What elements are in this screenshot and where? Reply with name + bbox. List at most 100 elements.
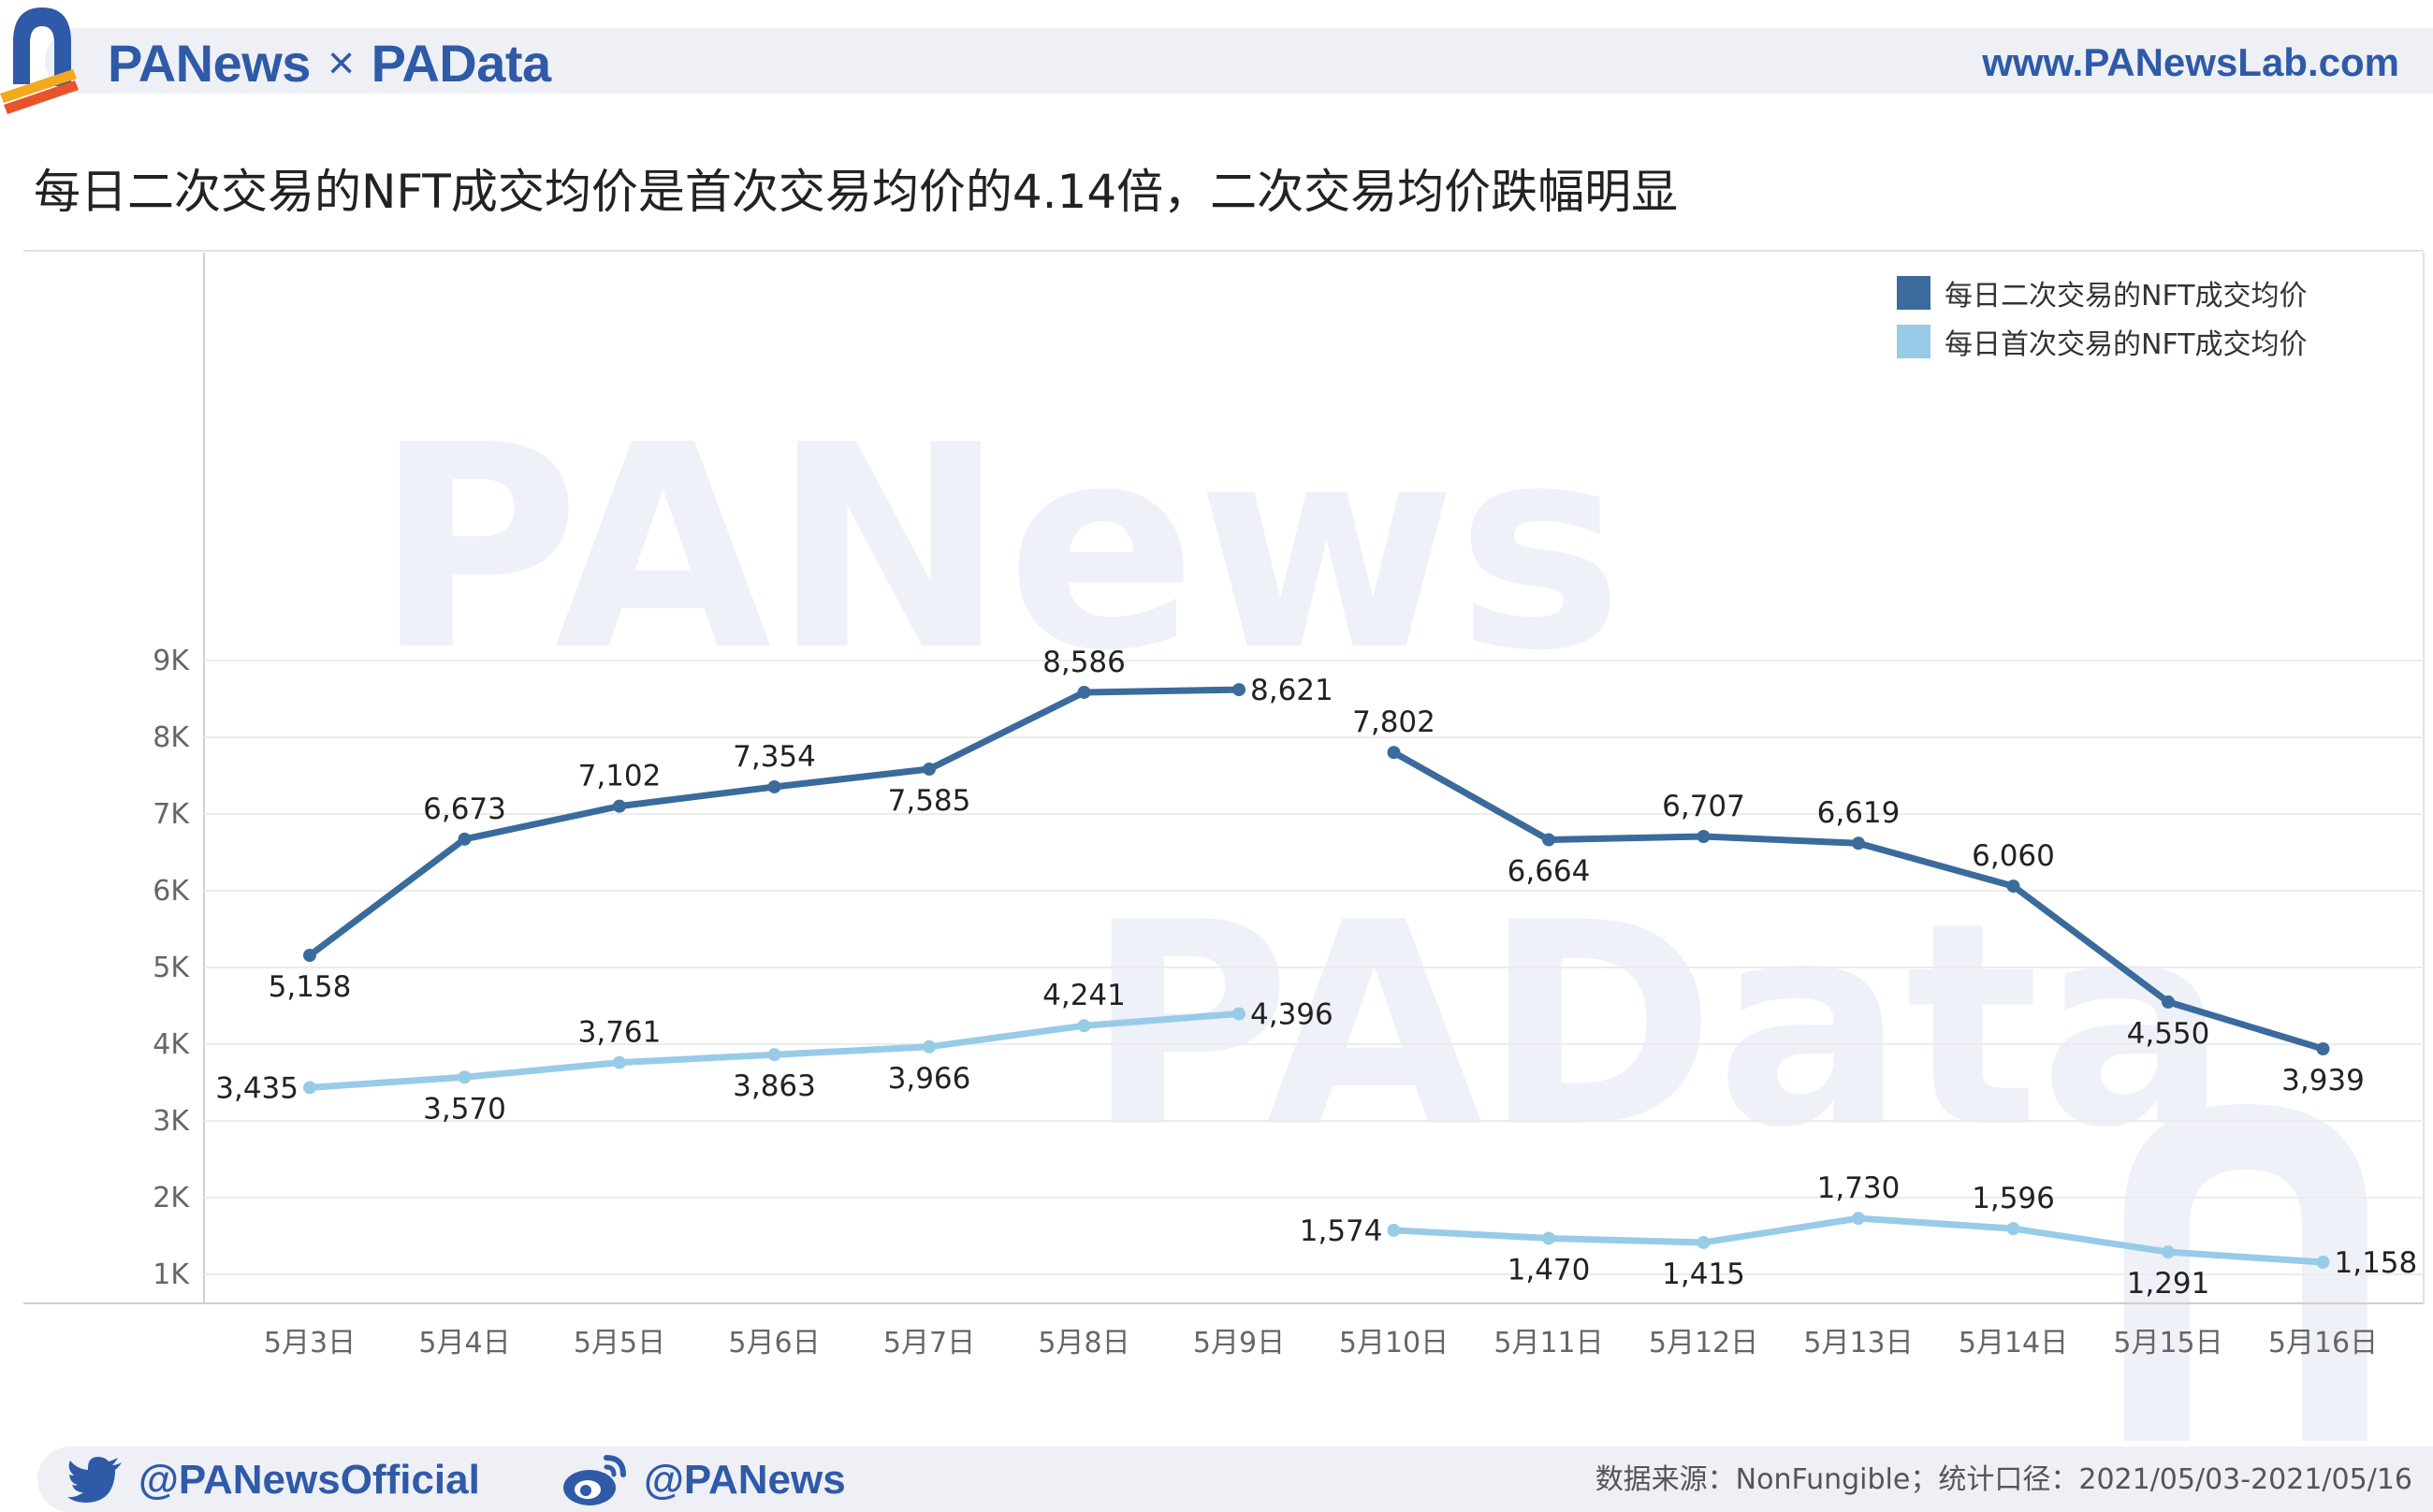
- brand-separator: ×: [327, 36, 355, 89]
- data-point: [1542, 1231, 1555, 1245]
- data-point: [458, 832, 472, 846]
- data-label: 4,241: [1042, 979, 1126, 1012]
- x-tick-label: 5月3日: [264, 1327, 356, 1359]
- y-tick-label: 7K: [153, 798, 190, 831]
- data-label: 3,966: [888, 1062, 971, 1096]
- x-tick-label: 5月10日: [1339, 1327, 1449, 1359]
- data-point: [767, 779, 781, 793]
- x-tick-label: 5月8日: [1038, 1327, 1129, 1359]
- x-tick-label: 5月4日: [418, 1327, 510, 1359]
- data-label: 1,158: [2335, 1246, 2418, 1280]
- y-tick-label: 5K: [153, 952, 190, 984]
- data-label: 3,761: [578, 1016, 662, 1050]
- panews-logo-icon: [0, 7, 79, 114]
- x-tick-label: 5月16日: [2268, 1327, 2378, 1359]
- y-tick-label: 3K: [153, 1105, 190, 1138]
- series-layer: [303, 683, 2330, 1270]
- data-point: [1232, 683, 1246, 697]
- data-point: [613, 799, 626, 813]
- data-label: 6,707: [1662, 790, 1745, 823]
- data-label: 7,102: [578, 760, 662, 793]
- data-label: 3,435: [215, 1071, 299, 1105]
- chart-title: 每日二次交易的NFT成交均价是首次交易均价的4.14倍，二次交易均价跌幅明显: [34, 165, 1679, 219]
- legend-swatch-primary: [1897, 325, 1930, 358]
- data-label: 7,354: [733, 740, 816, 774]
- data-point: [1697, 1235, 1711, 1249]
- data-point: [1697, 830, 1711, 844]
- data-label: 6,619: [1817, 796, 1901, 830]
- data-point: [2006, 1222, 2020, 1236]
- data-point: [923, 763, 936, 777]
- data-label: 4,396: [1250, 998, 1333, 1032]
- data-point: [923, 1040, 936, 1054]
- data-label: 4,550: [2127, 1017, 2210, 1051]
- data-label: 8,586: [1042, 646, 1126, 679]
- data-label: 6,060: [1972, 839, 2055, 873]
- x-tick-labels: 5月3日 5月4日 5月5日 5月6日 5月7日 5月8日 5月9日 5月10日 5月11日 5月…: [264, 1327, 2378, 1359]
- x-tick-label: 5月11日: [1493, 1327, 1603, 1359]
- data-point: [303, 949, 316, 963]
- twitter-icon: [67, 1457, 122, 1503]
- footer-bar: [37, 1447, 2433, 1512]
- data-label: 1,415: [1662, 1258, 1745, 1291]
- x-tick-label: 5月5日: [574, 1327, 665, 1359]
- data-point: [613, 1055, 626, 1069]
- legend-label-primary: 每日首次交易的NFT成交均价: [1945, 328, 2308, 361]
- x-tick-label: 5月9日: [1193, 1327, 1285, 1359]
- data-point: [2162, 995, 2175, 1009]
- data-labels: 3,435 3,570 3,761 3,863 3,966 4,241 4,396 1,574…: [215, 646, 2417, 1301]
- data-label: 7,585: [888, 784, 971, 818]
- site-url[interactable]: www.PANewsLab.com: [1982, 40, 2399, 84]
- watermark-panews: PANews: [374, 385, 1624, 712]
- data-point: [1077, 1019, 1091, 1033]
- y-tick-label: 2K: [153, 1182, 190, 1214]
- data-point: [2316, 1256, 2330, 1270]
- grid-layer: [204, 660, 2424, 1275]
- y-tick-label: 4K: [153, 1028, 190, 1061]
- data-point: [2316, 1042, 2330, 1056]
- x-tick-label: 5月7日: [883, 1327, 975, 1359]
- data-label: 7,802: [1352, 705, 1435, 739]
- data-point: [1542, 833, 1555, 847]
- data-point: [1077, 685, 1091, 699]
- data-label: 1,730: [1817, 1171, 1901, 1205]
- data-point: [458, 1070, 472, 1084]
- y-tick-label: 6K: [153, 875, 190, 908]
- data-point: [767, 1048, 781, 1062]
- data-label: 6,673: [423, 792, 506, 826]
- data-point: [1852, 836, 1865, 850]
- legend: 每日二次交易的NFT成交均价 每日首次交易的NFT成交均价: [1897, 276, 2308, 361]
- weibo-handle-text: @PANews: [644, 1457, 846, 1503]
- watermark-arch-icon: [2124, 1104, 2367, 1441]
- data-source: 数据来源：NonFungible；统计口径：2021/05/03-2021/05…: [1595, 1463, 2412, 1496]
- x-tick-label: 5月12日: [1649, 1327, 1758, 1359]
- data-label: 3,939: [2281, 1064, 2365, 1098]
- brand-logo: PANews × PAData: [108, 32, 551, 94]
- data-point: [1852, 1212, 1865, 1226]
- data-point: [1232, 1007, 1246, 1021]
- data-label: 1,574: [1300, 1214, 1383, 1248]
- y-tick-label: 8K: [153, 721, 190, 754]
- data-point: [2006, 880, 2020, 894]
- header-bar: [45, 28, 2433, 94]
- data-label: 6,664: [1508, 855, 1591, 889]
- weibo-icon: [563, 1455, 626, 1505]
- data-point: [1387, 746, 1401, 760]
- weibo-handle[interactable]: @PANews: [561, 1452, 846, 1508]
- brand-padata: PAData: [371, 33, 552, 93]
- brand-panews: PANews: [108, 33, 311, 93]
- data-point: [1387, 1223, 1401, 1237]
- legend-label-secondary: 每日二次交易的NFT成交均价: [1945, 280, 2308, 313]
- x-tick-label: 5月13日: [1803, 1327, 1913, 1359]
- y-tick-label: 9K: [153, 645, 190, 677]
- y-tick-labels: 1K 2K 3K 4K 5K 6K 7K 8K 9K: [153, 645, 190, 1291]
- watermark-padata: PAData: [1085, 863, 2229, 1189]
- x-tick-label: 5月15日: [2113, 1327, 2222, 1359]
- data-label: 1,291: [2127, 1267, 2210, 1301]
- data-label: 8,621: [1250, 674, 1333, 707]
- data-label: 3,570: [423, 1092, 506, 1126]
- data-point: [303, 1081, 316, 1095]
- y-tick-label: 1K: [153, 1258, 190, 1291]
- twitter-handle[interactable]: @PANewsOfficial: [67, 1452, 480, 1508]
